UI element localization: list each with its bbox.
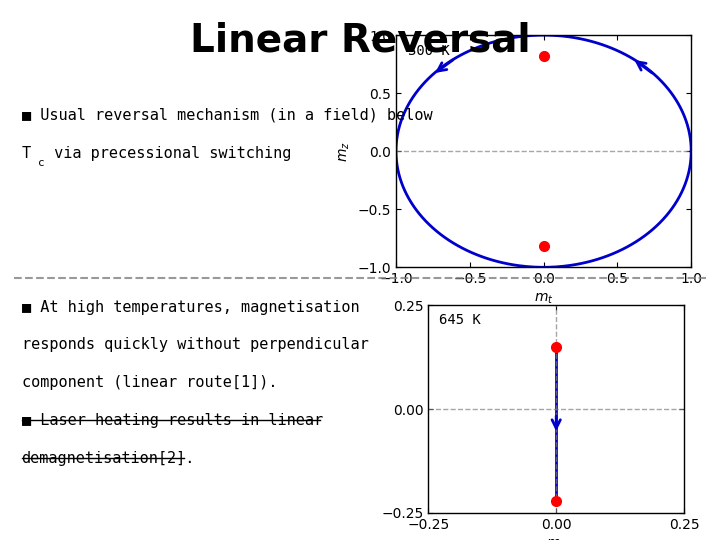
Text: demagnetisation[2].: demagnetisation[2].: [22, 451, 195, 466]
Text: via precessional switching: via precessional switching: [45, 146, 292, 161]
Text: ■ Usual reversal mechanism (in a field) below: ■ Usual reversal mechanism (in a field) …: [22, 108, 432, 123]
Text: Linear Reversal: Linear Reversal: [189, 22, 531, 59]
Text: responds quickly without perpendicular: responds quickly without perpendicular: [22, 338, 369, 353]
Y-axis label: $m_z$: $m_z$: [338, 141, 352, 161]
Text: T: T: [22, 146, 31, 161]
Text: c: c: [38, 158, 45, 168]
Text: ■ Laser heating results in linear: ■ Laser heating results in linear: [22, 413, 323, 428]
Text: 300 K: 300 K: [408, 44, 450, 58]
Text: component (linear route[1]).: component (linear route[1]).: [22, 375, 277, 390]
Text: 645 K: 645 K: [438, 313, 480, 327]
X-axis label: $m_t$: $m_t$: [534, 292, 554, 306]
X-axis label: $m_t$: $m_t$: [546, 537, 566, 540]
Text: ■ At high temperatures, magnetisation: ■ At high temperatures, magnetisation: [22, 300, 359, 315]
